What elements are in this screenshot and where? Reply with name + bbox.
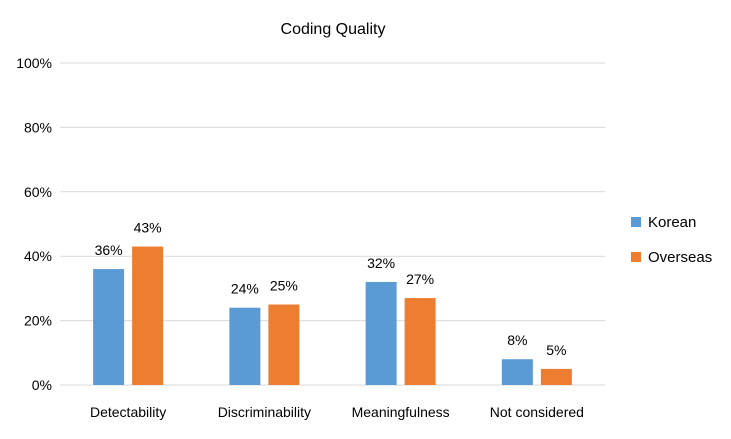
x-tick-label: Detectability [90, 404, 166, 420]
bar-overseas-4 [540, 368, 572, 385]
legend-item-korean: Korean [631, 212, 712, 232]
legend-swatch-korean [631, 217, 641, 227]
bar-korean-3 [365, 281, 397, 385]
legend-label-korean: Korean [648, 213, 697, 231]
data-label-overseas-1: 43% [134, 220, 162, 236]
bar-overseas-1 [132, 246, 164, 385]
bars [93, 246, 572, 385]
data-label-overseas-2: 25% [270, 278, 298, 294]
x-tick-label: Discriminability [218, 404, 311, 420]
y-tick-label: 60% [24, 184, 52, 200]
legend-label-overseas: Overseas [648, 248, 713, 266]
bar-korean-1 [93, 269, 125, 385]
chart-title: Coding Quality [280, 21, 386, 38]
x-axis-tick-labels: Detectability Discriminability Meaningfuln… [90, 404, 584, 420]
bar-overseas-2 [268, 304, 300, 385]
x-tick-label: Not considered [490, 404, 584, 420]
y-tick-label: 80% [24, 119, 52, 135]
bar-korean-4 [501, 359, 533, 385]
bar-korean-2 [229, 307, 261, 385]
data-label-overseas-3: 27% [406, 271, 434, 287]
bar-data-labels: 36% 43% 24% 25% 32% 27% 8% 5% [95, 220, 567, 358]
y-tick-label: 20% [24, 313, 52, 329]
y-tick-label: 0% [32, 377, 52, 393]
data-label-korean-3: 32% [367, 255, 395, 271]
data-label-korean-2: 24% [231, 281, 259, 297]
y-axis-tick-labels: 0% 20% 40% 60% 80% 100% [16, 55, 52, 393]
y-tick-label: 100% [16, 55, 52, 71]
data-label-korean-4: 8% [507, 332, 527, 348]
legend-swatch-overseas [631, 252, 641, 262]
legend-item-overseas: Overseas [631, 247, 712, 267]
y-tick-label: 40% [24, 248, 52, 264]
x-tick-label: Meaningfulness [352, 404, 450, 420]
bar-overseas-3 [404, 298, 436, 385]
legend: Korean Overseas [631, 212, 712, 282]
data-label-overseas-4: 5% [546, 342, 566, 358]
data-label-korean-1: 36% [95, 242, 123, 258]
